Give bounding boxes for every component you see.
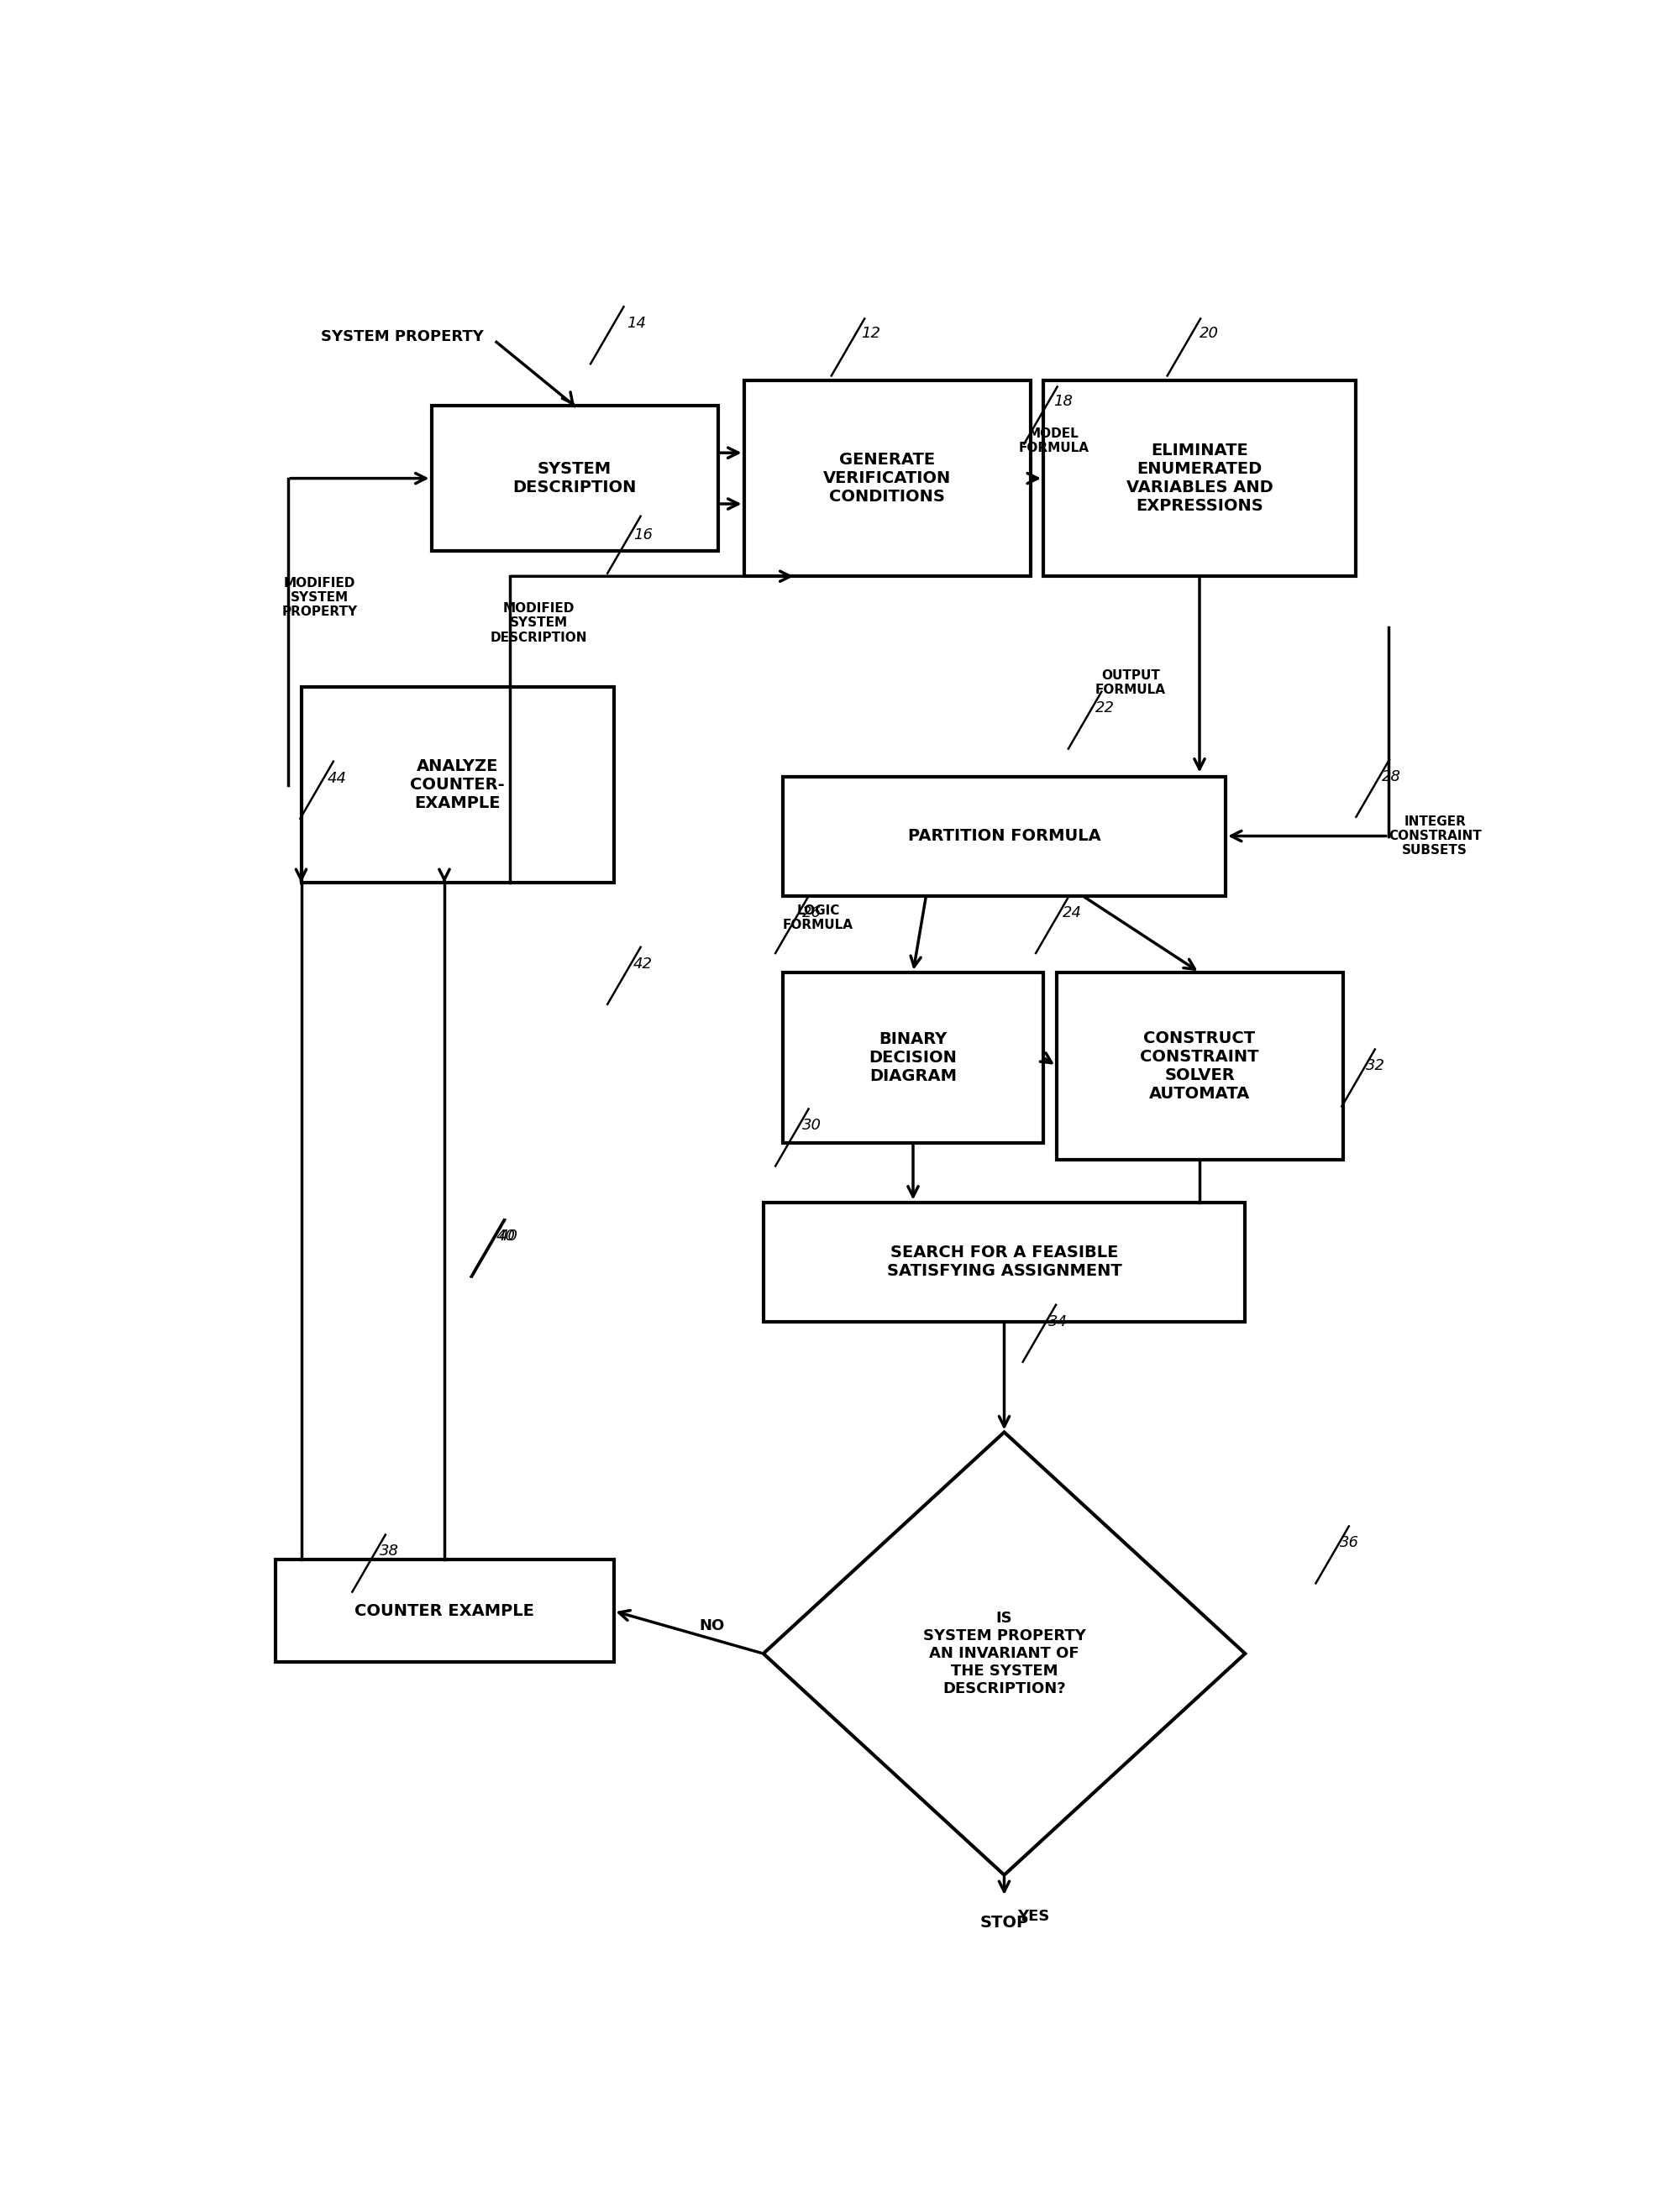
FancyBboxPatch shape <box>432 407 717 551</box>
Text: NO: NO <box>699 1617 724 1632</box>
FancyBboxPatch shape <box>276 1559 613 1661</box>
Text: SYSTEM PROPERTY: SYSTEM PROPERTY <box>321 330 484 345</box>
Text: YES: YES <box>1018 1909 1050 1924</box>
FancyBboxPatch shape <box>744 380 1030 577</box>
FancyBboxPatch shape <box>783 973 1043 1144</box>
Text: STOP: STOP <box>979 1916 1028 1931</box>
Text: 16: 16 <box>633 526 652 542</box>
Text: CONSTRUCT
CONSTRAINT
SOLVER
AUTOMATA: CONSTRUCT CONSTRAINT SOLVER AUTOMATA <box>1141 1031 1258 1102</box>
FancyBboxPatch shape <box>1043 380 1356 577</box>
Text: COUNTER EXAMPLE: COUNTER EXAMPLE <box>354 1604 534 1619</box>
Text: 44: 44 <box>328 770 346 785</box>
Text: INTEGER
CONSTRAINT
SUBSETS: INTEGER CONSTRAINT SUBSETS <box>1388 814 1482 856</box>
Text: OUTPUT
FORMULA: OUTPUT FORMULA <box>1095 668 1166 697</box>
Text: 24: 24 <box>1063 905 1082 920</box>
FancyBboxPatch shape <box>763 1203 1245 1321</box>
Text: GENERATE
VERIFICATION
CONDITIONS: GENERATE VERIFICATION CONDITIONS <box>823 451 951 504</box>
Polygon shape <box>763 1431 1245 1876</box>
Text: ELIMINATE
ENUMERATED
VARIABLES AND
EXPRESSIONS: ELIMINATE ENUMERATED VARIABLES AND EXPRE… <box>1126 442 1273 513</box>
Text: 12: 12 <box>860 325 880 341</box>
Text: 28: 28 <box>1381 770 1401 783</box>
Text: 20: 20 <box>1200 325 1220 341</box>
Text: IS
SYSTEM PROPERTY
AN INVARIANT OF
THE SYSTEM
DESCRIPTION?: IS SYSTEM PROPERTY AN INVARIANT OF THE S… <box>922 1610 1085 1697</box>
Text: 26: 26 <box>803 905 822 920</box>
Text: BINARY
DECISION
DIAGRAM: BINARY DECISION DIAGRAM <box>869 1031 958 1084</box>
Text: 18: 18 <box>1053 394 1074 409</box>
Text: MODIFIED
SYSTEM
DESCRIPTION: MODIFIED SYSTEM DESCRIPTION <box>491 602 586 644</box>
Text: ANALYZE
COUNTER-
EXAMPLE: ANALYZE COUNTER- EXAMPLE <box>410 759 504 812</box>
Text: MODIFIED
SYSTEM
PROPERTY: MODIFIED SYSTEM PROPERTY <box>282 577 358 619</box>
Text: 38: 38 <box>380 1544 398 1559</box>
FancyBboxPatch shape <box>1057 973 1342 1159</box>
Text: 34: 34 <box>1048 1314 1068 1329</box>
Text: 42: 42 <box>633 956 652 971</box>
Text: MODEL
FORMULA: MODEL FORMULA <box>1018 427 1089 453</box>
Text: PARTITION FORMULA: PARTITION FORMULA <box>907 827 1100 845</box>
Text: 14: 14 <box>627 316 645 332</box>
Text: SEARCH FOR A FEASIBLE
SATISFYING ASSIGNMENT: SEARCH FOR A FEASIBLE SATISFYING ASSIGNM… <box>887 1245 1122 1279</box>
Text: 36: 36 <box>1341 1535 1359 1551</box>
Text: SYSTEM
DESCRIPTION: SYSTEM DESCRIPTION <box>512 460 637 495</box>
FancyBboxPatch shape <box>301 688 613 883</box>
Text: 40: 40 <box>497 1228 516 1243</box>
Text: 30: 30 <box>803 1117 822 1133</box>
Text: 32: 32 <box>1366 1057 1386 1073</box>
Text: 40: 40 <box>499 1228 519 1243</box>
Text: 22: 22 <box>1095 701 1116 717</box>
Text: LOGIC
FORMULA: LOGIC FORMULA <box>783 905 853 931</box>
FancyBboxPatch shape <box>783 776 1226 896</box>
